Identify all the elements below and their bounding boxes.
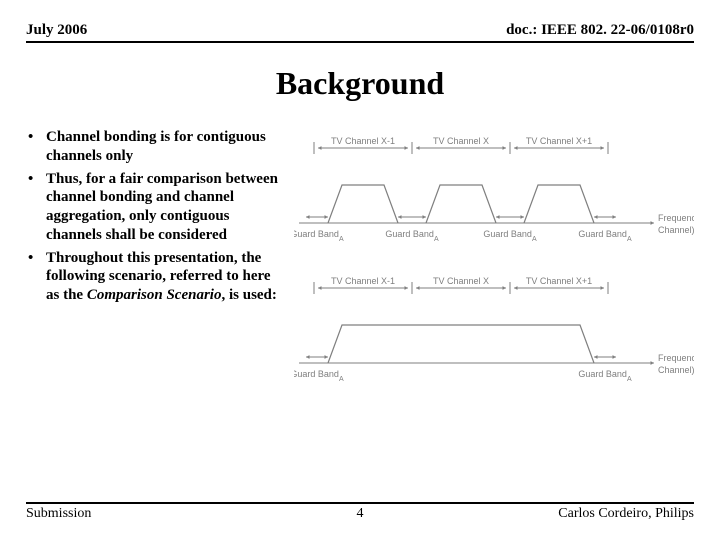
svg-text:Frequency (TV: Frequency (TV [658, 213, 694, 223]
svg-text:Guard BandA: Guard BandA [294, 229, 344, 243]
svg-text:Guard BandA: Guard BandA [294, 369, 344, 383]
bullet-item: Throughout this presentation, the follow… [46, 249, 282, 305]
svg-text:Guard BandA: Guard BandA [385, 229, 439, 243]
svg-text:TV Channel X+1: TV Channel X+1 [526, 136, 592, 146]
slide-header: July 2006 doc.: IEEE 802. 22-06/0108r0 [26, 22, 694, 43]
svg-text:TV Channel X-1: TV Channel X-1 [331, 276, 395, 286]
header-date: July 2006 [26, 22, 87, 39]
svg-text:Channel): Channel) [658, 225, 694, 235]
slide-footer: Submission 4 Carlos Cordeiro, Philips [26, 502, 694, 522]
bullet-item: Thus, for a fair comparison between chan… [46, 170, 282, 245]
bullet-item: Channel bonding is for contiguous channe… [46, 128, 282, 166]
svg-text:TV Channel X: TV Channel X [433, 136, 489, 146]
svg-text:Guard BandA: Guard BandA [578, 229, 632, 243]
svg-text:TV Channel X-1: TV Channel X-1 [331, 136, 395, 146]
footer-page-number: 4 [357, 506, 364, 522]
svg-text:TV Channel X: TV Channel X [433, 276, 489, 286]
svg-text:Channel): Channel) [658, 365, 694, 375]
slide-title: Background [26, 65, 694, 102]
channel-diagram: Frequency (TV Channel) TV Channel X-1 TV Ch… [294, 128, 694, 496]
svg-text:Frequency (TV: Frequency (TV [658, 353, 694, 363]
header-doc: doc.: IEEE 802. 22-06/0108r0 [506, 22, 694, 39]
footer-left: Submission [26, 506, 91, 522]
svg-text:Guard BandA: Guard BandA [483, 229, 537, 243]
bullet-list: Channel bonding is for contiguous channe… [26, 128, 282, 496]
svg-text:TV Channel X+1: TV Channel X+1 [526, 276, 592, 286]
svg-text:Guard BandA: Guard BandA [578, 369, 632, 383]
footer-author: Carlos Cordeiro, Philips [558, 506, 694, 522]
